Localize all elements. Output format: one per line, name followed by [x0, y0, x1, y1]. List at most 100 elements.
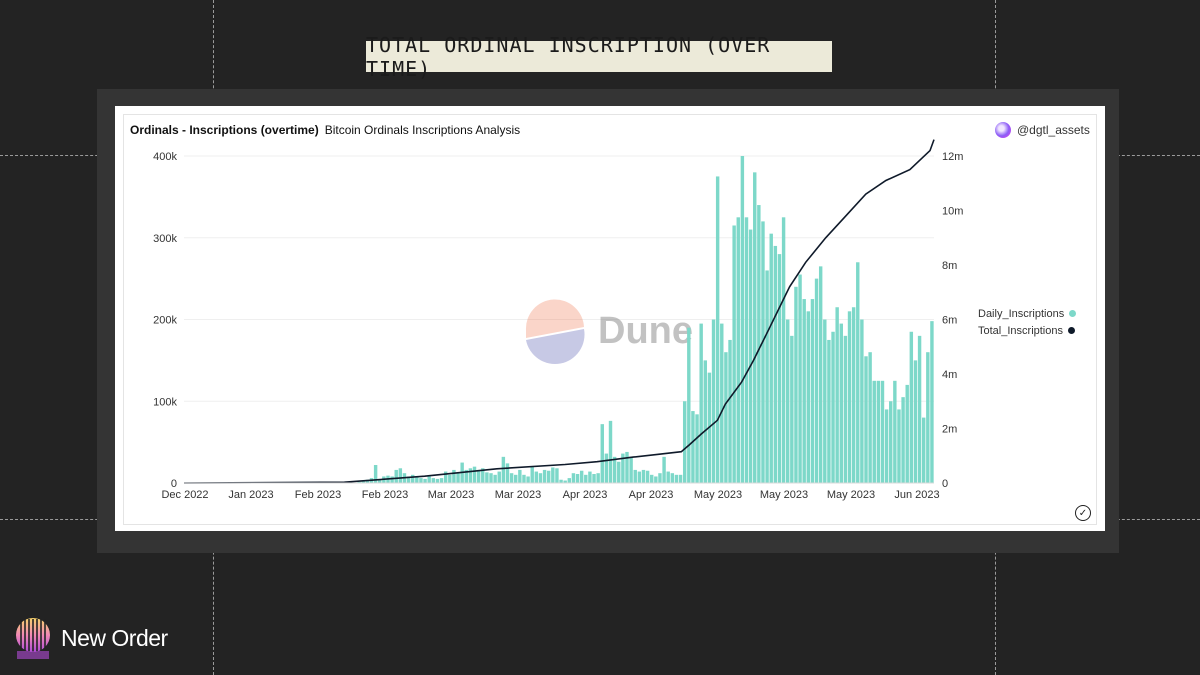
legend-label: Total_Inscriptions [978, 324, 1063, 337]
bar [489, 473, 493, 483]
bar [612, 456, 617, 483]
bar [724, 352, 728, 483]
bar [567, 478, 572, 484]
x-tick-label: Dec 2022 [161, 489, 208, 501]
bar [773, 245, 778, 483]
bar [921, 417, 926, 483]
bar [493, 474, 497, 483]
author-link[interactable]: @dgtl_assets [995, 122, 1090, 138]
bar [860, 319, 864, 483]
dune-logo-top [525, 299, 584, 338]
bar [505, 463, 510, 483]
y-tick-label-right: 2m [942, 424, 957, 436]
bar [662, 456, 666, 483]
bar [687, 327, 691, 483]
bar [744, 217, 749, 483]
bar [398, 468, 403, 483]
bar [851, 307, 856, 483]
bar [431, 478, 436, 484]
bar [930, 321, 934, 483]
chart-subtitle: Bitcoin Ordinals Inscriptions Analysis [324, 123, 521, 137]
bar [715, 176, 720, 483]
bar [666, 471, 670, 484]
bar [786, 319, 790, 483]
bar [880, 380, 885, 483]
bar [753, 172, 757, 483]
bar [884, 409, 889, 484]
bar [621, 453, 625, 483]
chart-heading: Ordinals - Inscriptions (overtime) Bitcoi… [130, 123, 520, 137]
dune-logo-bottom [526, 329, 585, 365]
bar [530, 466, 534, 483]
bar [740, 156, 745, 483]
bar [839, 323, 843, 483]
watermark-text: Dune [598, 310, 693, 352]
bar [695, 414, 699, 483]
bar [419, 478, 423, 484]
bar [526, 476, 530, 483]
bar [658, 473, 662, 483]
x-tick-label: May 2023 [827, 489, 875, 501]
bar [481, 468, 485, 483]
bar [798, 274, 802, 483]
bar [584, 474, 588, 483]
bar [781, 217, 786, 483]
bar [629, 456, 633, 483]
bar [823, 319, 827, 483]
avatar [995, 122, 1011, 138]
bar [522, 474, 526, 483]
bar [514, 474, 518, 483]
bar [893, 380, 897, 483]
bar [691, 411, 695, 483]
bar [917, 335, 922, 483]
x-tick-label: Mar 2023 [495, 489, 541, 501]
y-tick-label-right: 4m [942, 369, 957, 381]
bar [765, 270, 769, 483]
bar [736, 217, 740, 483]
brand: New Order [15, 617, 168, 659]
legend-dot [1068, 327, 1075, 334]
bar [637, 471, 642, 484]
check-icon[interactable]: ✓ [1075, 505, 1091, 521]
bar [600, 424, 604, 483]
bar [464, 469, 468, 483]
bar [592, 474, 596, 483]
bar [476, 469, 481, 483]
bar [901, 397, 905, 483]
legend-label: Daily_Inscriptions [978, 307, 1065, 320]
chart-title: Ordinals - Inscriptions (overtime) [130, 123, 319, 137]
brand-name: New Order [61, 624, 168, 651]
bar [794, 286, 798, 483]
bar [732, 225, 736, 484]
bar [889, 401, 893, 483]
bar [769, 233, 773, 483]
bar [559, 479, 563, 483]
bar [472, 466, 477, 483]
bar [563, 480, 567, 483]
bar [497, 471, 501, 484]
bar [423, 478, 427, 483]
bar [827, 339, 831, 483]
bar [674, 474, 679, 483]
bar [810, 299, 815, 483]
bar [390, 476, 394, 483]
legend-item-daily[interactable]: Daily_Inscriptions [978, 305, 1077, 322]
bar [856, 262, 860, 483]
legend-item-total[interactable]: Total_Inscriptions [978, 322, 1076, 339]
bar [501, 456, 506, 483]
bar [357, 481, 361, 483]
bar [835, 307, 839, 483]
x-tick-label: Feb 2023 [295, 489, 341, 501]
bar [448, 474, 452, 483]
bar [868, 352, 872, 483]
bar [411, 474, 415, 483]
x-tick-label: Feb 2023 [362, 489, 408, 501]
bar [757, 205, 761, 484]
y-tick-label-right: 10m [942, 206, 963, 218]
bar [361, 480, 365, 483]
bar [579, 470, 584, 483]
bar [872, 380, 876, 483]
y-tick-label-right: 0 [942, 478, 948, 490]
bar [876, 380, 881, 483]
